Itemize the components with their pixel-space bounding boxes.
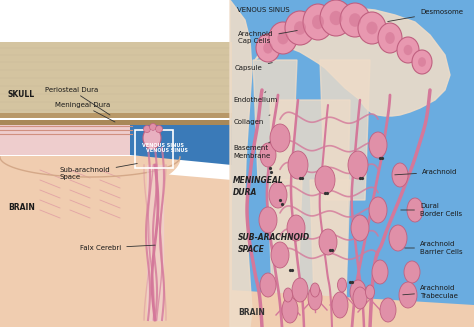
Ellipse shape bbox=[292, 278, 308, 302]
Text: Collagen: Collagen bbox=[234, 115, 270, 125]
Text: Arachnoid: Arachnoid bbox=[395, 169, 457, 175]
Text: BRAIN: BRAIN bbox=[8, 203, 35, 212]
Bar bbox=[230, 0, 474, 327]
Ellipse shape bbox=[365, 285, 374, 299]
Text: Meningeal Dura: Meningeal Dura bbox=[55, 102, 115, 122]
Ellipse shape bbox=[378, 23, 402, 53]
Ellipse shape bbox=[282, 297, 298, 323]
Ellipse shape bbox=[271, 242, 289, 268]
Bar bbox=[135, 130, 173, 168]
Bar bbox=[0, 120, 232, 125]
Ellipse shape bbox=[389, 225, 407, 251]
Ellipse shape bbox=[285, 11, 315, 45]
Ellipse shape bbox=[404, 261, 420, 283]
Ellipse shape bbox=[283, 288, 292, 302]
Ellipse shape bbox=[348, 151, 368, 179]
Text: VENOUS SINUS: VENOUS SINUS bbox=[146, 147, 188, 152]
Ellipse shape bbox=[369, 132, 387, 158]
Ellipse shape bbox=[397, 37, 419, 63]
Text: Periosteal Dura: Periosteal Dura bbox=[45, 87, 110, 115]
Polygon shape bbox=[230, 0, 252, 327]
Ellipse shape bbox=[366, 22, 378, 34]
Ellipse shape bbox=[315, 166, 335, 194]
Polygon shape bbox=[268, 180, 302, 327]
Text: SUB-ARACHNOID
SPACE: SUB-ARACHNOID SPACE bbox=[238, 233, 310, 254]
Ellipse shape bbox=[256, 34, 280, 62]
Ellipse shape bbox=[418, 57, 426, 67]
Ellipse shape bbox=[269, 182, 287, 208]
Ellipse shape bbox=[412, 50, 432, 74]
Polygon shape bbox=[310, 180, 350, 327]
Text: BRAIN: BRAIN bbox=[238, 308, 265, 317]
Ellipse shape bbox=[149, 124, 156, 130]
Polygon shape bbox=[0, 157, 180, 192]
Bar bbox=[0, 0, 230, 327]
Ellipse shape bbox=[369, 197, 387, 223]
Ellipse shape bbox=[385, 32, 395, 44]
Ellipse shape bbox=[259, 207, 277, 233]
Ellipse shape bbox=[332, 292, 348, 318]
Ellipse shape bbox=[277, 32, 289, 44]
Ellipse shape bbox=[310, 283, 319, 297]
Text: Capsule: Capsule bbox=[235, 63, 272, 71]
Polygon shape bbox=[320, 60, 370, 200]
Ellipse shape bbox=[350, 280, 366, 304]
Ellipse shape bbox=[312, 15, 324, 29]
Bar bbox=[230, 0, 474, 327]
Ellipse shape bbox=[358, 12, 386, 44]
Ellipse shape bbox=[288, 151, 308, 179]
Ellipse shape bbox=[372, 260, 388, 284]
Bar bbox=[0, 42, 232, 117]
Text: Arachnoid
Barrier Cells: Arachnoid Barrier Cells bbox=[405, 242, 463, 254]
Text: Falx Cerebri: Falx Cerebri bbox=[80, 245, 155, 251]
Text: Arachnoid
Cap Cells: Arachnoid Cap Cells bbox=[238, 30, 297, 44]
Ellipse shape bbox=[294, 21, 306, 35]
Ellipse shape bbox=[403, 45, 412, 55]
Ellipse shape bbox=[308, 286, 322, 310]
Ellipse shape bbox=[270, 124, 290, 152]
Text: Desmosome: Desmosome bbox=[388, 9, 463, 22]
Polygon shape bbox=[0, 125, 130, 155]
Text: Dural
Border Cells: Dural Border Cells bbox=[401, 203, 462, 216]
Ellipse shape bbox=[399, 282, 417, 308]
Ellipse shape bbox=[349, 13, 361, 27]
Text: SKULL: SKULL bbox=[8, 90, 35, 99]
Text: VENOUS SINUS: VENOUS SINUS bbox=[237, 7, 290, 13]
Ellipse shape bbox=[269, 22, 297, 54]
Ellipse shape bbox=[260, 273, 276, 297]
Text: Sub-arachnoid
Space: Sub-arachnoid Space bbox=[60, 164, 137, 180]
Ellipse shape bbox=[260, 143, 276, 167]
Ellipse shape bbox=[287, 215, 305, 241]
Polygon shape bbox=[130, 125, 232, 165]
Ellipse shape bbox=[351, 215, 369, 241]
Text: MENINGEAL
DURA: MENINGEAL DURA bbox=[233, 176, 284, 197]
Ellipse shape bbox=[337, 278, 346, 292]
Polygon shape bbox=[230, 290, 474, 327]
Ellipse shape bbox=[303, 4, 333, 40]
Bar bbox=[0, 113, 232, 118]
Ellipse shape bbox=[329, 11, 342, 25]
Text: Basement
Membrane: Basement Membrane bbox=[233, 142, 270, 159]
Ellipse shape bbox=[320, 0, 352, 36]
Bar bbox=[0, 0, 232, 327]
Polygon shape bbox=[255, 8, 450, 116]
Polygon shape bbox=[253, 60, 297, 180]
Ellipse shape bbox=[392, 163, 408, 187]
Text: VENOUS SINUS: VENOUS SINUS bbox=[142, 143, 184, 148]
Ellipse shape bbox=[263, 43, 273, 54]
Ellipse shape bbox=[143, 127, 161, 149]
Ellipse shape bbox=[340, 3, 370, 37]
Text: Arachnoid
Trabeculae: Arachnoid Trabeculae bbox=[403, 285, 458, 299]
Ellipse shape bbox=[380, 298, 396, 322]
Ellipse shape bbox=[407, 198, 423, 222]
Ellipse shape bbox=[319, 229, 337, 255]
Ellipse shape bbox=[353, 287, 367, 309]
Text: Endothelium: Endothelium bbox=[233, 92, 277, 103]
Polygon shape bbox=[270, 100, 350, 327]
Ellipse shape bbox=[155, 126, 163, 132]
Polygon shape bbox=[0, 160, 232, 327]
Ellipse shape bbox=[144, 126, 151, 132]
